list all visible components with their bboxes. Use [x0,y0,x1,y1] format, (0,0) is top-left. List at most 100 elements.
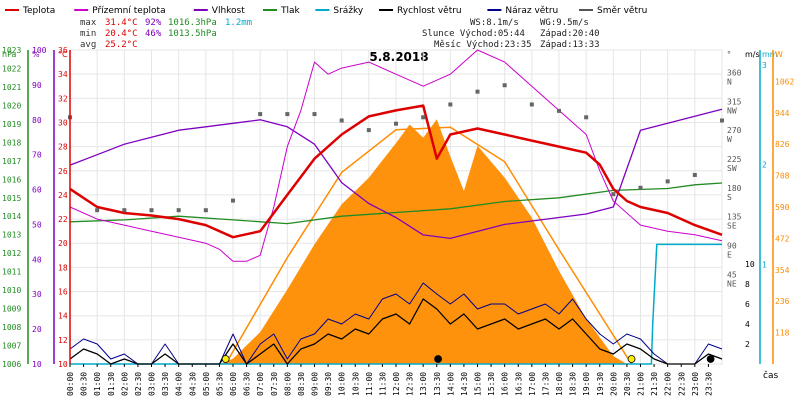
axis-wind-speed-tick: 10 [745,260,755,269]
legend-label: Rychlost větru [397,6,462,16]
x-tick-label: 08:00 [283,372,292,396]
x-tick-label: 20:30 [623,372,632,396]
wind-direction-point [557,108,561,113]
axis-hpa-tick: 1021 [2,83,21,92]
wind-direction-point [448,102,453,107]
info-moonrise: Měsíc Východ:23:35 [434,40,532,50]
axis-hpa-label: hPa [2,50,17,59]
x-tick-label: 05:30 [215,372,224,396]
wind-direction-point [584,115,589,120]
info-moonset: Západ:13:33 [540,40,600,50]
axis-direction-tick: 135 [727,213,742,222]
axis-direction-label: ° [727,50,731,59]
wind-direction-point [720,118,724,123]
axis-percent-tick: 10 [32,360,42,369]
x-tick-label: 20:00 [609,372,618,396]
stat-min-hum: 46% [145,29,162,39]
axis-direction-tick-dir: NE [727,279,737,288]
x-tick-label: 11:00 [365,372,374,396]
axis-percent-label: % [32,50,40,59]
wind-direction-point [258,112,263,117]
axis-temperature-tick: 12 [58,336,68,345]
x-tick-label: 18:30 [569,372,578,396]
wind-direction-point [366,128,371,133]
axis-percent-tick: 60 [32,186,42,195]
x-tick-label: 18:00 [555,372,564,396]
x-tick-label: 23:00 [691,372,700,396]
x-tick-label: 04:30 [188,372,197,396]
x-tick-label: 15:00 [474,372,483,396]
axis-radiation-label: W [775,50,783,59]
axis-hpa-tick: 1014 [2,212,21,221]
axis-temperature-tick: 32 [58,94,68,103]
axis-temperature-tick: 34 [58,70,68,79]
axis-direction-tick: 360 [727,68,742,77]
wind-direction-point [421,115,426,120]
stats-block: max 31.4°C 92% 1016.3hPa 1.2mm min 20.4°… [80,18,252,50]
axis-radiation: W 1062 944 826 708 590 472 354 236 118 [775,50,794,338]
x-tick-label: 03:00 [148,372,157,396]
info-block: WS:8.1m/s WG:9.5m/s Slunce Východ:05:44 … [422,18,600,50]
x-tick-label: 04:00 [175,372,184,396]
x-tick-label: 06:00 [229,372,238,396]
wind-direction-point [692,172,697,177]
axis-hpa-tick: 1019 [2,120,21,129]
axis-hpa-tick: 1015 [2,194,21,203]
axis-wind-speed-tick: 6 [745,300,750,309]
axis-percent-tick: 20 [32,325,42,334]
wind-direction-point [502,83,507,88]
wind-direction-point [203,208,208,213]
axis-direction-tick: 180 [727,184,742,193]
x-tick-label: 10:00 [338,372,347,396]
axis-temperature-tick: 22 [58,215,68,224]
x-tick-label: 03:30 [161,372,170,396]
series-temperature [69,104,723,239]
axis-precipitation-tick: 2 [762,161,767,170]
x-tick-label: 16:00 [501,372,510,396]
axis-direction-tick-dir: W [727,135,732,144]
axis-direction-tick: 90 [727,241,737,250]
x-tick-label: 06:30 [243,372,252,396]
axis-temperature-tick: 36 [58,46,68,55]
x-tick-label: 21:00 [637,372,646,396]
x-tick-label: 10:30 [351,372,360,396]
axis-direction-tick: 45 [727,270,737,279]
legend-label: Vlhkost [212,6,245,16]
wind-direction-point [95,208,100,213]
wind-direction-point [122,208,127,213]
wind-direction-point [611,192,616,197]
series-layer [68,49,724,365]
legend-label: Směr větru [597,6,647,16]
axis-precipitation-tick: 1 [762,260,767,269]
wind-direction-point [475,89,480,94]
axis-precipitation: mm 3 2 1 [762,50,778,269]
x-tick-label: 08:30 [297,372,306,396]
stat-min-label: min [80,29,96,39]
axis-percent: %100 90 80 70 60 50 40 30 20 10 [32,46,47,369]
axis-radiation-tick: 944 [775,109,790,118]
axis-radiation-tick: 236 [775,297,790,306]
x-tick-label: 02:30 [134,372,143,396]
info-wind-gust: WG:9.5m/s [540,18,589,28]
x-tick-label: 17:00 [528,372,537,396]
stat-min-press: 1013.5hPa [168,29,217,39]
axis-hpa-tick: 1012 [2,249,21,258]
axis-temperature-tick: 24 [58,191,68,200]
x-tick-label: 14:30 [460,372,469,396]
series-ground-temperature [69,49,723,262]
legend: Teplota Přízemní teplota Vlhkost Tlak Srážky… [5,6,647,16]
x-tick-label: 00:00 [66,372,75,396]
axis-direction-tick-dir: S [727,193,732,202]
x-axis: 00:00 00:30 01:00 01:30 02:00 02:30 03:00 03:30… [66,364,713,396]
axis-hpa-tick: 1013 [2,231,21,240]
x-tick-label: 05:00 [202,372,211,396]
legend-label: Teplota [22,6,55,16]
axis-hpa-tick: 1007 [2,342,21,351]
axis-hpa-tick: 1022 [2,64,21,73]
axis-wind-speed-tick: 8 [745,280,750,289]
x-tick-label: 13:30 [433,372,442,396]
x-tick-label: 23:30 [704,372,713,396]
axis-direction-tick-dir: E [727,250,732,259]
axis-hpa-tick: 1010 [2,286,21,295]
axis-percent-tick: 80 [32,116,42,125]
